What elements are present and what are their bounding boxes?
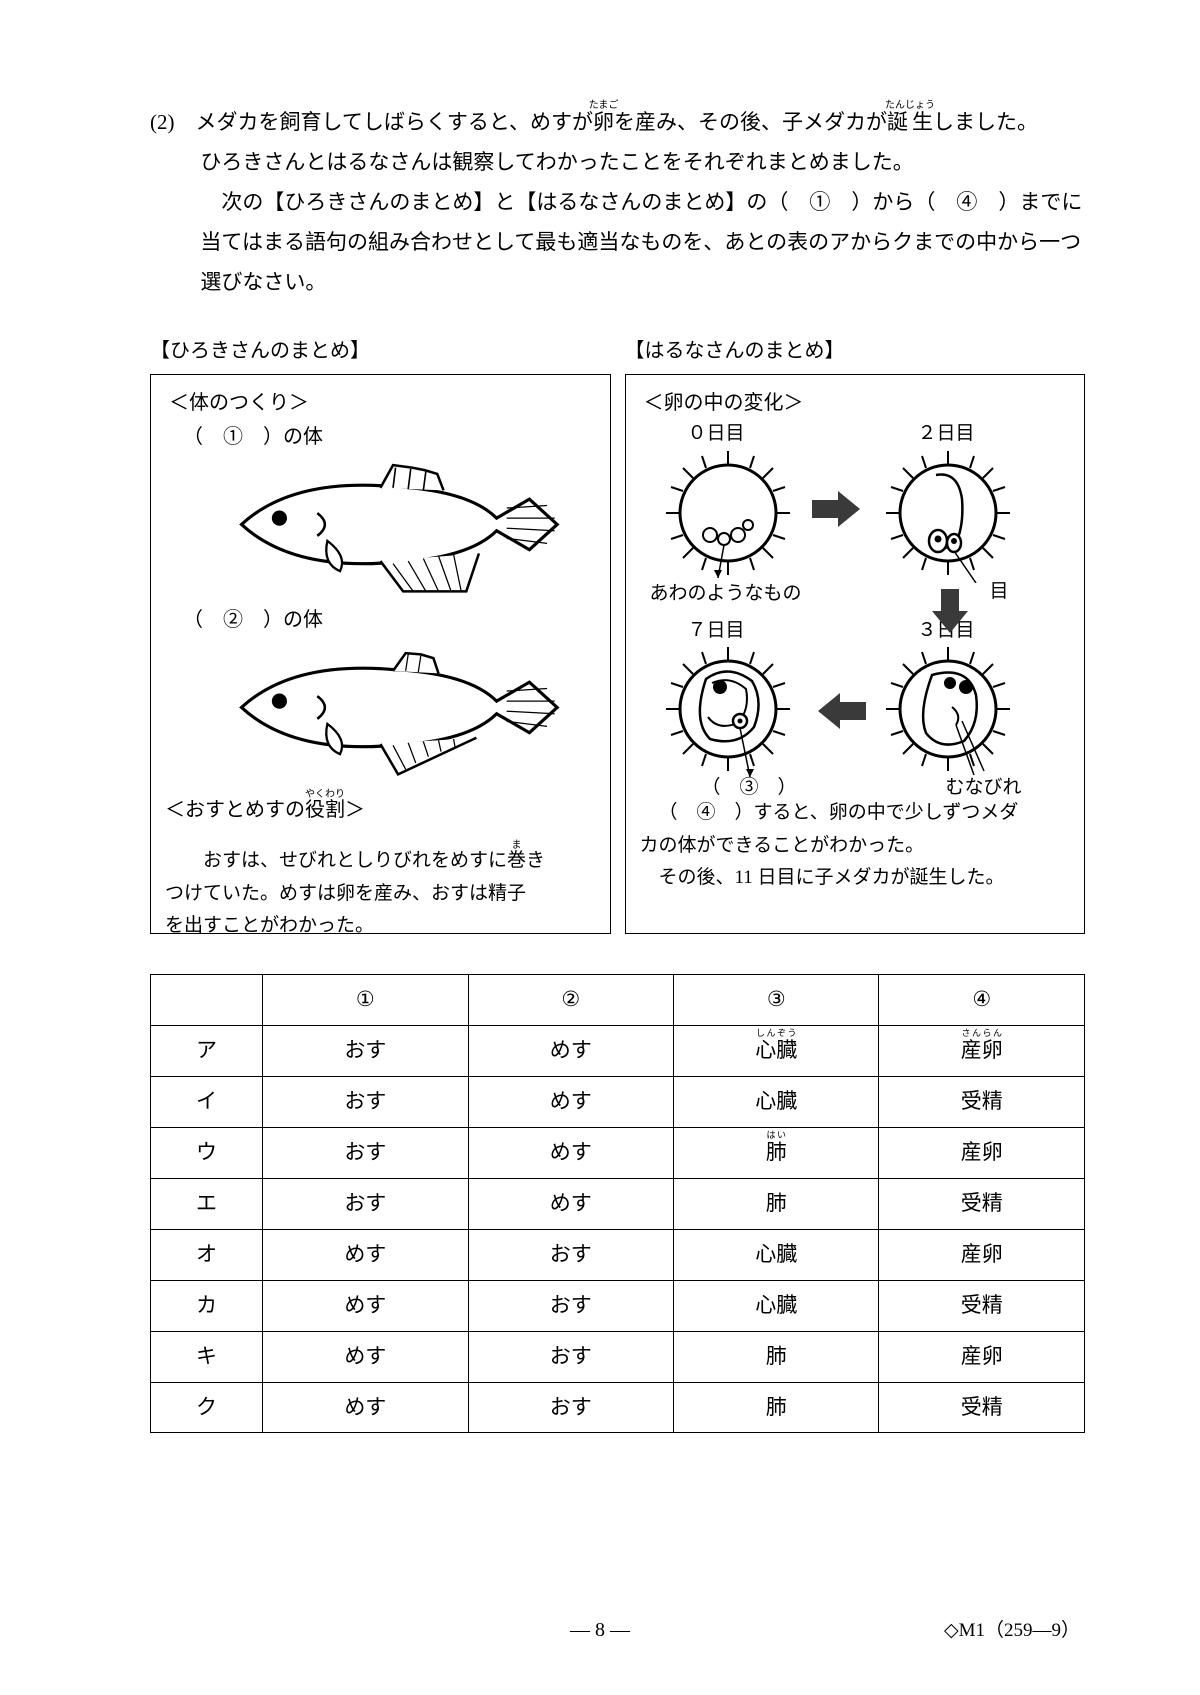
table-header: ① (263, 975, 468, 1026)
cell: おす (468, 1280, 673, 1331)
cell: 産卵 (879, 1128, 1085, 1179)
egg-day3-icon (878, 639, 1018, 779)
cell: おす (468, 1382, 673, 1433)
table-row: キめすおす肺産卵 (151, 1331, 1085, 1382)
fin-label: むなびれ (946, 773, 1022, 803)
egg-day2-icon (878, 443, 1018, 583)
egg-diagram: ０日目 ２日目 ３日目 ７日目 (640, 421, 1071, 791)
row-key: ク (151, 1382, 263, 1433)
egg-day0-icon (658, 443, 798, 583)
cell: 肺はい (674, 1128, 879, 1179)
cell: おす (263, 1077, 468, 1128)
blank-2: （ ② ）の体 (183, 604, 596, 636)
note-line-3: その後、11 日目に子メダカが誕生した。 (640, 862, 1071, 894)
table-row: カめすおす心臓受精 (151, 1280, 1085, 1331)
cell: 肺 (674, 1331, 879, 1382)
worksheet-page: (2) メダカを飼育してしばらくすると、めすが卵たまごを産み、その後、子メダカが… (0, 0, 1200, 1695)
cell: おす (263, 1026, 468, 1077)
table-row: クめすおす肺受精 (151, 1382, 1085, 1433)
left-column: 【ひろきさんのまとめ】 ＜体のつくり＞ （ ① ）の体 (150, 332, 611, 934)
row-key: ア (151, 1026, 263, 1077)
egg-day7-icon (658, 639, 798, 779)
cell: 産卵さんらん (879, 1026, 1085, 1077)
egg-change-heading: ＜卵の中の変化＞ (644, 387, 1071, 419)
cell: めす (263, 1229, 468, 1280)
cell: おす (468, 1229, 673, 1280)
arrow-left-icon (818, 693, 866, 729)
cell: おす (263, 1179, 468, 1230)
bubble-label: あわのようなもの (650, 579, 802, 609)
cell: 心臓しんぞう (674, 1026, 879, 1077)
cell: 受精 (879, 1280, 1085, 1331)
left-panel-box: ＜体のつくり＞ （ ① ）の体 （ ② ）の (150, 374, 611, 934)
cell: 肺 (674, 1179, 879, 1230)
table-row: イおすめす心臓受精 (151, 1077, 1085, 1128)
cell: 受精 (879, 1179, 1085, 1230)
row-key: オ (151, 1229, 263, 1280)
fish-female-illustration (191, 638, 570, 777)
right-column: 【はるなさんのまとめ】 ＜卵の中の変化＞ ０日目 ２日目 ３日目 ７日目 (625, 332, 1086, 934)
cell: 肺 (674, 1382, 879, 1433)
fish-male-illustration (191, 455, 570, 594)
cell: めす (468, 1128, 673, 1179)
table-row: オめすおす心臓産卵 (151, 1229, 1085, 1280)
row-key: ウ (151, 1128, 263, 1179)
eye-label: 目 (990, 577, 1009, 607)
cell: 心臓 (674, 1077, 879, 1128)
table-header-row: ① ② ③ ④ (151, 975, 1085, 1026)
row-key: キ (151, 1331, 263, 1382)
summary-panels: 【ひろきさんのまとめ】 ＜体のつくり＞ （ ① ）の体 (150, 332, 1085, 934)
role-text: おすは、せびれとしりびれをめすに巻まき つけていた。めすは卵を産み、おすは精子 … (165, 840, 596, 942)
blank-1: （ ① ）の体 (183, 421, 596, 453)
table-row: エおすめす肺受精 (151, 1179, 1085, 1230)
table-header: ④ (879, 975, 1085, 1026)
answer-table: ① ② ③ ④ アおすめす心臓しんぞう産卵さんらんイおすめす心臓受精ウおすめす肺… (150, 974, 1085, 1433)
arrow-down-icon (932, 589, 968, 633)
left-panel-title: 【ひろきさんのまとめ】 (150, 332, 611, 370)
question-text: (2) メダカを飼育してしばらくすると、めすが卵たまごを産み、その後、子メダカが… (150, 100, 1085, 302)
body-structure-heading: ＜体のつくり＞ (169, 387, 596, 419)
page-footer: — 8 — ◇M1（259―9） (0, 1611, 1200, 1649)
cell: 受精 (879, 1382, 1085, 1433)
cell: めす (468, 1179, 673, 1230)
table-header: ② (468, 975, 673, 1026)
cell: めす (263, 1280, 468, 1331)
cell: めす (468, 1077, 673, 1128)
cell: 受精 (879, 1077, 1085, 1128)
row-key: エ (151, 1179, 263, 1230)
cell: 心臓 (674, 1280, 879, 1331)
table-header: ③ (674, 975, 879, 1026)
cell: めす (263, 1331, 468, 1382)
cell: 産卵 (879, 1331, 1085, 1382)
cell: おす (468, 1331, 673, 1382)
right-panel-box: ＜卵の中の変化＞ ０日目 ２日目 ３日目 ７日目 (625, 374, 1086, 934)
cell: おす (263, 1128, 468, 1179)
arrow-right-icon (812, 491, 860, 527)
cell: 産卵 (879, 1229, 1085, 1280)
blank-3: （ ③ ） (702, 773, 797, 803)
doc-code: ◇M1（259―9） (944, 1613, 1080, 1649)
row-key: イ (151, 1077, 263, 1128)
cell: 心臓 (674, 1229, 879, 1280)
question-number: (2) (150, 110, 175, 134)
cell: めす (468, 1026, 673, 1077)
row-key: カ (151, 1280, 263, 1331)
table-row: アおすめす心臓しんぞう産卵さんらん (151, 1026, 1085, 1077)
right-panel-title: 【はるなさんのまとめ】 (625, 332, 1086, 370)
cell: めす (263, 1382, 468, 1433)
table-header (151, 975, 263, 1026)
table-row: ウおすめす肺はい産卵 (151, 1128, 1085, 1179)
